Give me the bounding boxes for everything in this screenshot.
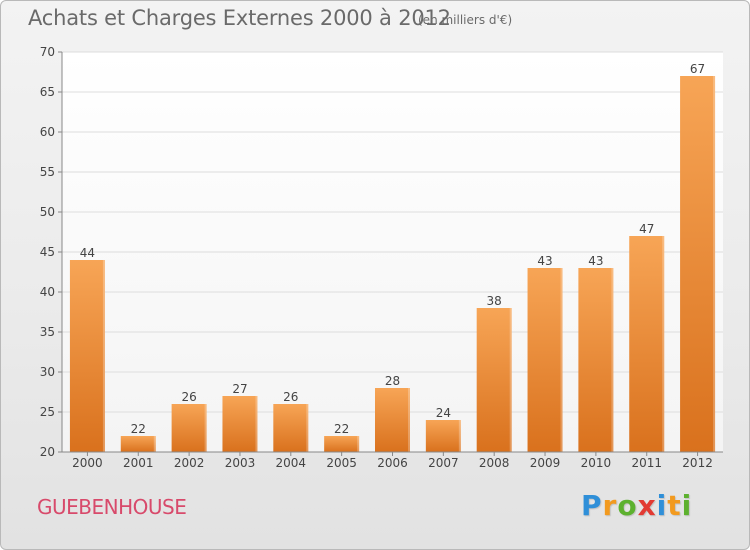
bar-2001 [120,436,156,452]
y-tick-label: 25 [40,405,55,419]
x-tick-labels: 2000 2001 2002 2003 2004 2005 2006 2007 2008 2009… [72,452,713,470]
data-label: 26 [283,390,298,404]
data-label: 43 [588,254,603,268]
data-label: 43 [537,254,552,268]
y-tick-label: 35 [40,325,55,339]
data-label: 22 [334,422,349,436]
data-label: 47 [639,222,654,236]
y-tick-label: 45 [40,245,55,259]
bar-highlight [458,420,461,452]
logo-letter: i [656,489,668,522]
bar-highlight [662,236,665,452]
data-label: 26 [181,390,196,404]
x-tick-label: 2001 [123,456,154,470]
logo-letter: P [581,489,603,522]
bar-highlight [153,436,156,452]
y-tick-label: 65 [40,85,55,99]
logo-letter: x [637,489,657,522]
bar-2000 [69,260,105,452]
y-tick-label: 30 [40,365,55,379]
bar-highlight [255,396,258,452]
chart-title: Achats et Charges Externes 2000 à 2012 [28,6,451,30]
data-labels: 44 22 26 27 26 22 28 24 38 43 43 47 67 [80,62,705,436]
bar-highlight [408,388,410,452]
x-tick-label: 2010 [581,456,612,470]
bar-2007 [425,420,461,452]
y-tick-label: 40 [40,285,55,299]
x-tick-label: 2000 [72,456,103,470]
x-tick-label: 2012 [682,456,713,470]
bars [69,76,716,452]
data-label: 44 [80,246,95,260]
commune-name: GUEBENHOUSE [37,495,187,519]
chart-subtitle: (en milliers d'€) [418,13,513,27]
x-tick-label: 2007 [428,456,459,470]
data-label: 67 [690,62,705,76]
bar-2005 [324,436,360,452]
bar-highlight [204,404,207,452]
bar-highlight [306,404,309,452]
data-label: 28 [385,374,400,388]
x-tick-label: 2004 [276,456,307,470]
x-tick-label: 2009 [530,456,561,470]
y-tick-label: 55 [40,165,55,179]
bar-highlight [509,308,512,452]
y-tick-label: 50 [40,205,55,219]
x-tick-label: 2006 [377,456,408,470]
x-tick-label: 2008 [479,456,510,470]
bar-highlight [713,76,716,452]
bar-2008 [476,308,512,452]
logo-letter: t [667,489,682,522]
bar-2006 [375,388,410,452]
bar-2010 [578,268,614,452]
data-label: 24 [436,406,451,420]
bar-highlight [611,268,614,452]
bar-2002 [171,404,207,452]
logo-letter: r [602,489,618,522]
y-tick-label: 60 [40,125,55,139]
bar-highlight [102,260,105,452]
bar-highlight [560,268,563,452]
x-tick-label: 2005 [326,456,357,470]
y-tick-labels: 20 25 30 35 40 45 50 55 60 65 70 [40,45,55,459]
bar-2011 [629,236,665,452]
data-label: 27 [232,382,247,396]
proxiti-logo: Proxiti [581,489,692,522]
logo-letter: o [617,489,638,522]
bar-2012 [680,76,716,452]
bar-highlight [357,436,360,452]
x-tick-label: 2002 [174,456,205,470]
y-tick-label: 20 [40,445,55,459]
data-label: 38 [487,294,502,308]
bar-2004 [273,404,309,452]
y-tick-label: 70 [40,45,55,59]
x-tick-label: 2011 [631,456,662,470]
x-tick-label: 2003 [225,456,256,470]
bar-2009 [527,268,563,452]
bar-2003 [222,396,258,452]
data-label: 22 [131,422,146,436]
logo-letter: i [681,489,693,522]
